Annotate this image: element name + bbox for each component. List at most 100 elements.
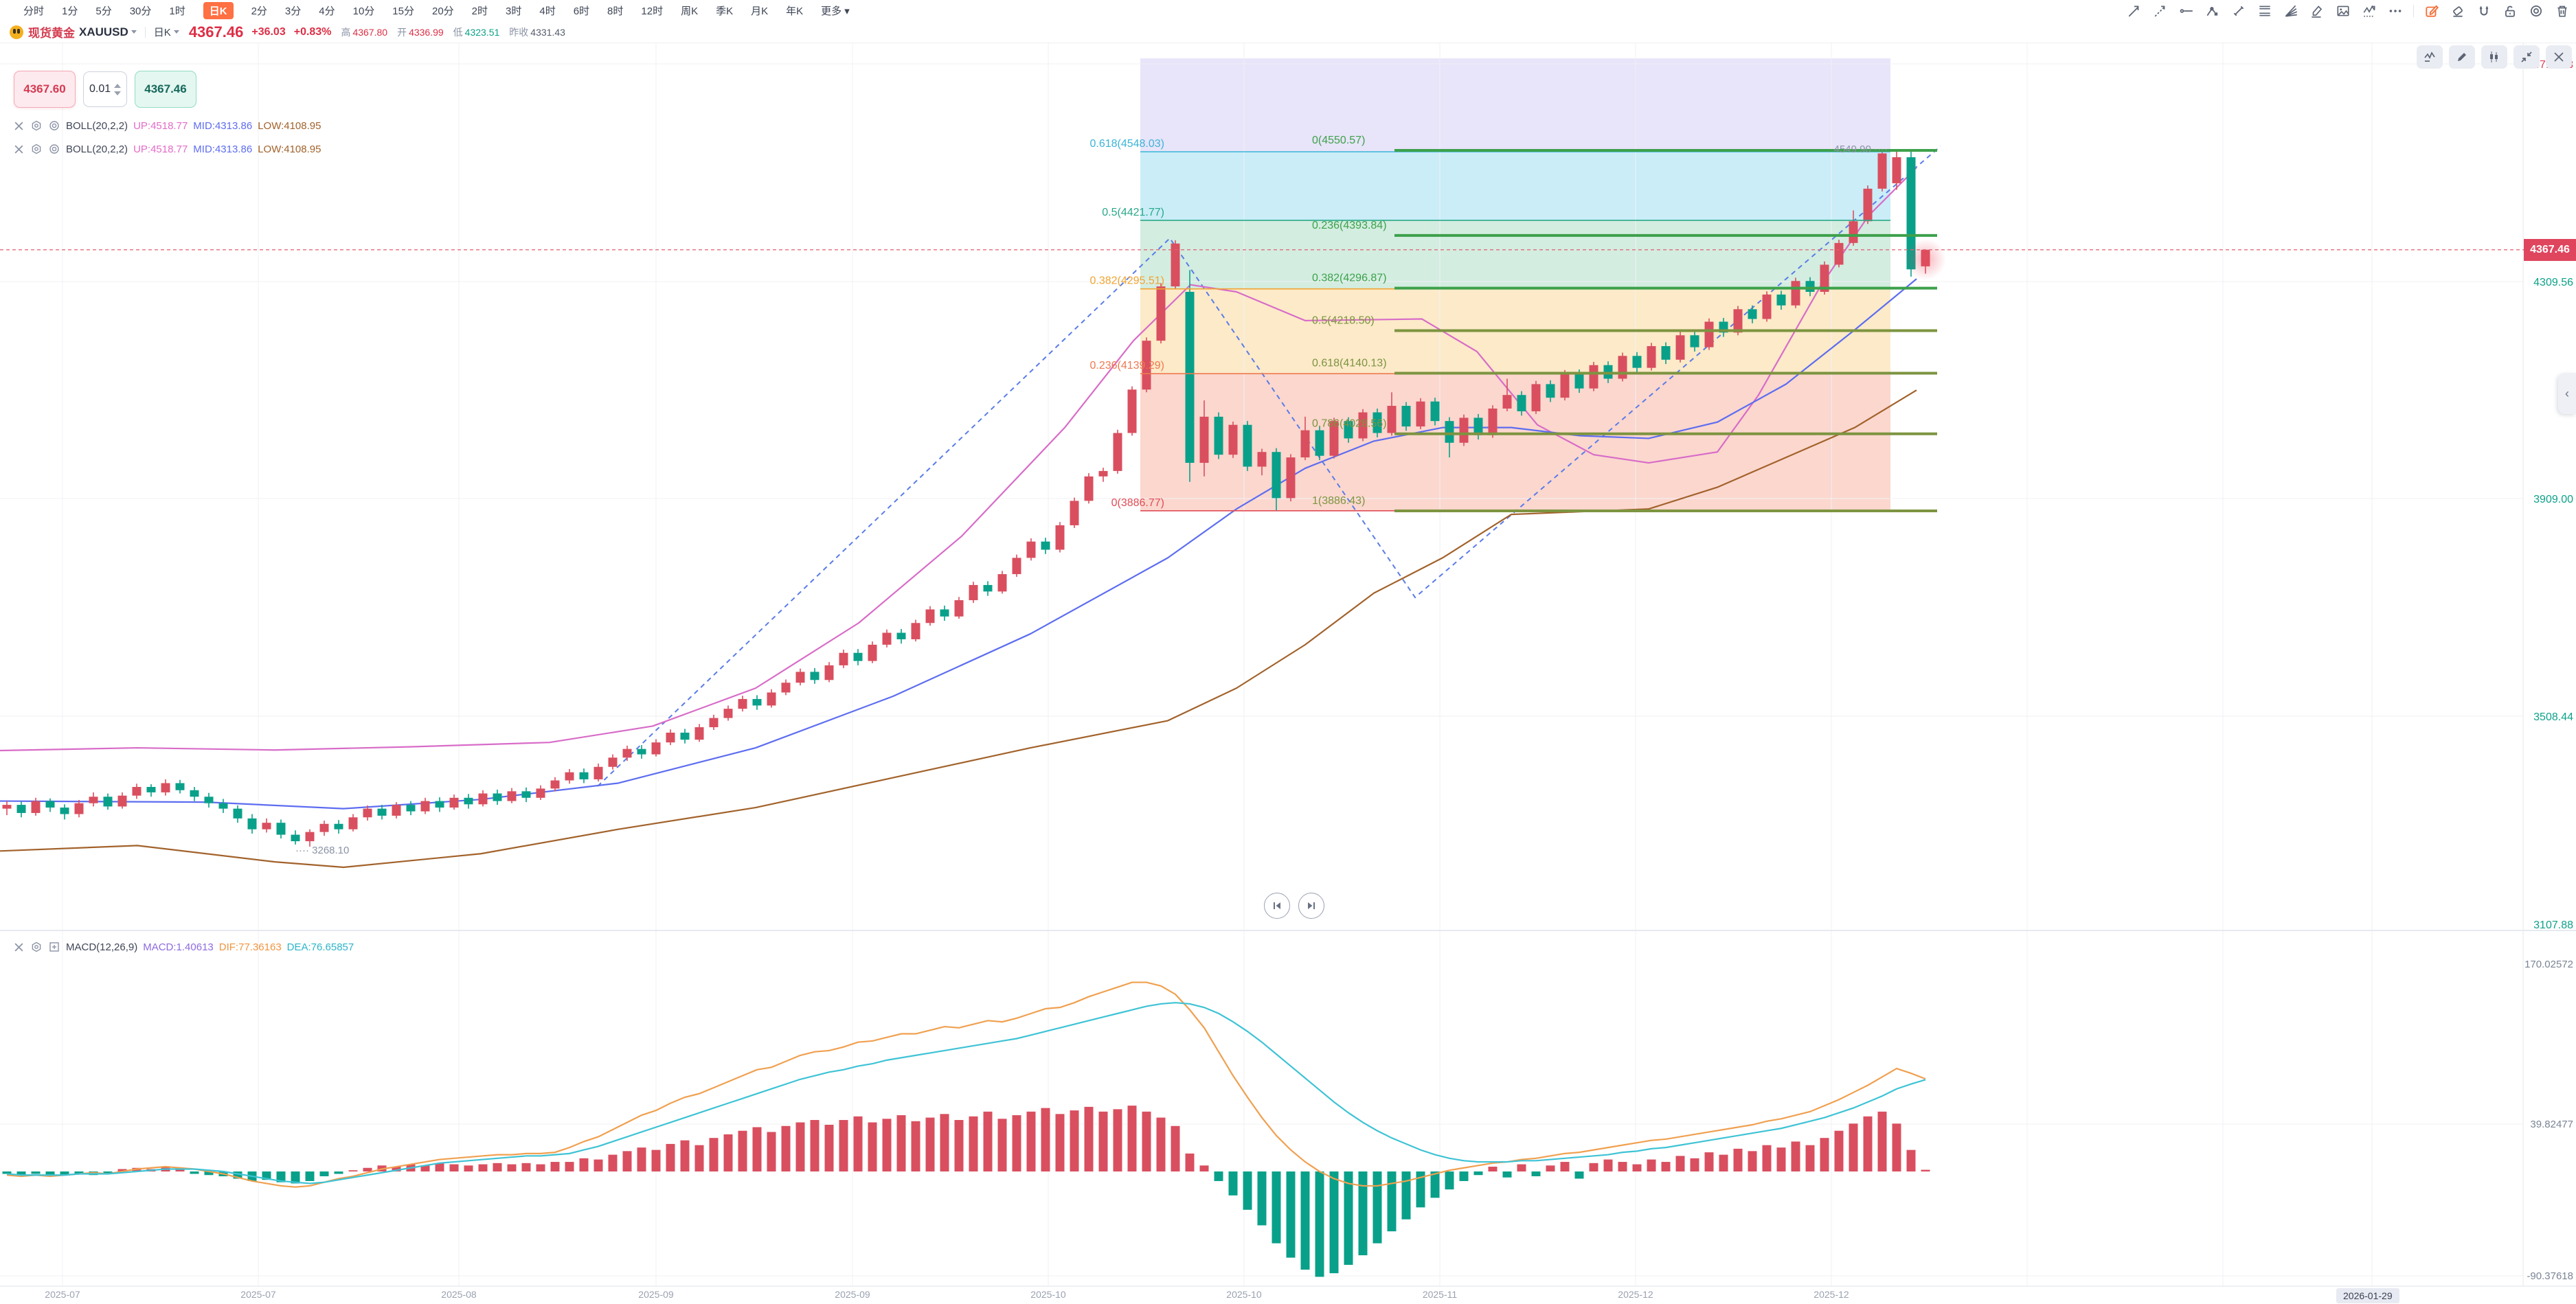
candle[interactable] [1704, 321, 1714, 347]
candle[interactable] [969, 584, 978, 601]
candle[interactable] [709, 718, 719, 728]
candle[interactable] [1748, 309, 1757, 319]
candle[interactable] [348, 817, 358, 830]
candle[interactable] [1156, 286, 1166, 341]
candle[interactable] [608, 757, 618, 767]
candle[interactable] [319, 823, 329, 832]
candle[interactable] [132, 787, 142, 796]
candle-style-button[interactable] [2481, 45, 2507, 69]
trend-line-dashed-icon[interactable] [2152, 3, 2169, 19]
close-icon[interactable] [12, 941, 25, 953]
buy-button[interactable]: 4367.46 [135, 71, 196, 108]
candle[interactable] [1849, 221, 1858, 243]
candle[interactable] [1012, 558, 1021, 575]
candle[interactable] [1574, 373, 1584, 389]
candle[interactable] [565, 772, 574, 781]
candle[interactable] [262, 823, 271, 830]
timeframe-20分[interactable]: 20分 [431, 5, 454, 17]
candle[interactable] [579, 772, 589, 779]
candle[interactable] [940, 609, 949, 617]
settings-icon[interactable] [30, 941, 43, 953]
candle[interactable] [1214, 416, 1223, 455]
candle[interactable] [60, 808, 69, 814]
candle[interactable] [117, 795, 127, 807]
candle[interactable] [1661, 346, 1671, 360]
candle[interactable] [175, 783, 185, 790]
candle[interactable] [1459, 417, 1469, 443]
close-icon[interactable] [12, 119, 25, 132]
candle[interactable] [1041, 541, 1050, 550]
candle[interactable] [911, 623, 920, 639]
side-panel-toggle[interactable]: ‹ [2558, 373, 2576, 414]
draw-button[interactable] [2449, 45, 2475, 69]
candle[interactable] [767, 692, 776, 706]
candle[interactable] [31, 801, 41, 813]
close-chart-button[interactable] [2546, 45, 2572, 69]
symbol-code[interactable]: XAUUSD [79, 25, 128, 38]
candle[interactable] [1300, 430, 1310, 458]
candle[interactable] [738, 698, 747, 709]
candle[interactable] [1372, 412, 1382, 433]
indicator-button[interactable] [2417, 45, 2443, 69]
candle[interactable] [190, 790, 199, 797]
close-icon[interactable] [12, 143, 25, 155]
candle[interactable] [1070, 501, 1079, 525]
more-tools-icon[interactable] [2387, 3, 2404, 19]
candle[interactable] [1546, 384, 1555, 398]
candle[interactable] [1430, 401, 1440, 422]
skip-to-start-button[interactable] [1264, 893, 1290, 919]
symbol-caret-icon[interactable] [131, 30, 137, 34]
candle[interactable] [1473, 417, 1483, 435]
timeframe-4时[interactable]: 4时 [539, 5, 556, 17]
highlighter-icon[interactable] [2309, 3, 2325, 19]
quantity-stepper[interactable]: 0.01 [83, 71, 127, 107]
candle[interactable] [1560, 373, 1570, 398]
settings-icon[interactable] [30, 119, 43, 132]
fan-lines-icon[interactable] [2283, 3, 2299, 19]
candle[interactable] [1632, 356, 1642, 368]
candle[interactable] [1387, 406, 1397, 433]
candle[interactable] [1805, 281, 1815, 293]
candle[interactable] [420, 801, 430, 812]
candle[interactable] [1517, 395, 1526, 411]
candle[interactable] [752, 698, 762, 706]
candle[interactable] [795, 672, 805, 683]
candle[interactable] [1272, 452, 1281, 499]
candle[interactable] [478, 793, 488, 805]
candle[interactable] [1531, 384, 1541, 411]
candle[interactable] [651, 742, 661, 755]
candle[interactable] [1358, 412, 1368, 439]
candle[interactable] [1733, 309, 1743, 333]
candle[interactable] [161, 783, 170, 792]
timeframe-30分[interactable]: 30分 [129, 5, 152, 17]
quantity-value[interactable]: 0.01 [89, 83, 111, 95]
candle[interactable] [594, 766, 603, 779]
symbol-name[interactable]: 现货黄金 [28, 27, 75, 40]
candle[interactable] [1445, 421, 1454, 443]
candle[interactable] [233, 808, 242, 819]
candle[interactable] [146, 787, 156, 792]
timeframe-月K[interactable]: 月K [751, 5, 769, 17]
candle[interactable] [406, 805, 416, 812]
candle[interactable] [1675, 335, 1685, 360]
candle[interactable] [377, 808, 387, 816]
timeframe-4分[interactable]: 4分 [319, 5, 335, 17]
timeframe-more[interactable]: 更多 ▾ [821, 5, 850, 17]
candle[interactable] [622, 748, 632, 758]
wave-pattern-icon[interactable] [2361, 3, 2377, 19]
candle[interactable] [1762, 294, 1772, 319]
candle[interactable] [1286, 457, 1296, 499]
candle[interactable] [839, 652, 848, 665]
line-segment-icon[interactable] [2230, 3, 2247, 19]
edit-pencil-icon[interactable] [2424, 3, 2440, 19]
candle[interactable] [464, 797, 473, 805]
candle[interactable] [853, 652, 863, 661]
magnet-icon[interactable] [2476, 3, 2492, 19]
candle[interactable] [334, 823, 343, 830]
timeframe-6时[interactable]: 6时 [573, 5, 590, 17]
candle[interactable] [868, 644, 877, 661]
candle[interactable] [1171, 243, 1180, 287]
candle[interactable] [204, 797, 214, 803]
candle[interactable] [1791, 281, 1800, 306]
candle[interactable] [1834, 242, 1844, 265]
